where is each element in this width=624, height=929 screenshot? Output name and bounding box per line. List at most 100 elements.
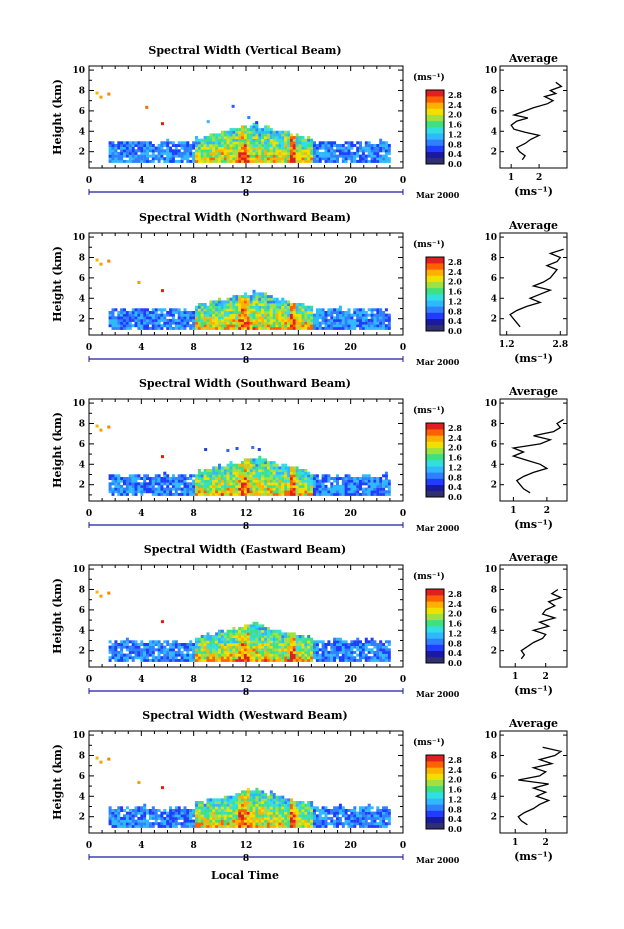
heat-cell bbox=[140, 809, 144, 812]
heat-cell bbox=[114, 650, 118, 654]
heat-cell bbox=[287, 803, 291, 807]
heat-cell bbox=[292, 469, 296, 472]
heat-cell bbox=[249, 635, 253, 638]
heat-cell bbox=[246, 803, 250, 807]
heat-cell bbox=[264, 798, 268, 802]
heat-event bbox=[137, 781, 141, 785]
heat-cell bbox=[361, 492, 365, 496]
heat-cell bbox=[131, 490, 135, 494]
heat-cell bbox=[261, 490, 265, 494]
heat-cell bbox=[123, 326, 126, 330]
heat-cell bbox=[370, 822, 374, 826]
heat-cell bbox=[292, 482, 296, 486]
heat-cell bbox=[169, 154, 173, 158]
heat-cell bbox=[212, 648, 216, 652]
heat-cell bbox=[215, 469, 219, 472]
heat-cell bbox=[195, 159, 198, 163]
colorbar-tick-label: 0.0 bbox=[448, 492, 462, 502]
heat-cell bbox=[281, 814, 285, 818]
heat-cell bbox=[382, 154, 386, 158]
heat-cell bbox=[292, 645, 296, 649]
heat-cell bbox=[249, 492, 253, 496]
heat-cell bbox=[243, 125, 247, 129]
heat-cell bbox=[315, 146, 319, 150]
heat-cell bbox=[295, 811, 299, 815]
heat-cell bbox=[186, 822, 190, 826]
heat-cell bbox=[215, 819, 219, 823]
heat-cell bbox=[232, 474, 236, 478]
heat-cell bbox=[284, 487, 288, 491]
heat-cell bbox=[255, 300, 259, 304]
heat-cell bbox=[203, 303, 207, 306]
colorbar-swatch bbox=[426, 263, 444, 270]
heat-cell bbox=[174, 482, 178, 486]
heat-cell bbox=[229, 138, 233, 142]
heat-cell bbox=[281, 303, 285, 306]
heat-cell bbox=[275, 490, 279, 494]
heat-cell bbox=[120, 816, 124, 820]
heat-cell bbox=[310, 645, 314, 649]
heat-cell bbox=[229, 466, 233, 470]
heat-cell bbox=[338, 640, 342, 644]
heat-cell bbox=[269, 144, 273, 147]
heat-cell bbox=[367, 803, 371, 807]
heat-cell bbox=[123, 658, 126, 662]
heat-cell bbox=[151, 154, 155, 158]
heat-cell bbox=[301, 806, 305, 810]
heat-cell bbox=[373, 144, 377, 147]
heat-cell bbox=[117, 154, 121, 158]
heat-cell bbox=[252, 295, 256, 299]
heat-cell bbox=[220, 305, 224, 309]
heat-cell bbox=[350, 824, 354, 828]
heat-cell bbox=[197, 656, 201, 660]
heat-cell bbox=[180, 313, 184, 317]
heat-cell bbox=[114, 819, 118, 823]
y-tick-label: 6 bbox=[79, 274, 85, 284]
heat-cell bbox=[200, 635, 204, 638]
heat-cell bbox=[284, 321, 288, 325]
heat-cell bbox=[146, 308, 149, 312]
heat-cell bbox=[255, 484, 259, 488]
heat-cell bbox=[218, 645, 221, 649]
heat-cell bbox=[258, 159, 262, 163]
colorbar-swatch bbox=[426, 626, 444, 633]
heat-cell bbox=[143, 311, 147, 314]
heat-cell bbox=[232, 814, 236, 818]
heat-cell bbox=[336, 814, 339, 818]
heat-cell bbox=[238, 492, 242, 496]
heat-cell bbox=[264, 308, 268, 312]
heat-cell bbox=[200, 487, 204, 491]
heat-cell bbox=[356, 154, 360, 158]
heat-cell bbox=[364, 316, 368, 320]
heat-cell bbox=[359, 824, 362, 828]
heat-cell bbox=[189, 326, 193, 330]
x-tick-label: 8 bbox=[191, 343, 197, 353]
heat-cell bbox=[243, 632, 247, 636]
heat-cell bbox=[146, 658, 149, 662]
heat-cell bbox=[151, 477, 155, 480]
heat-cell bbox=[347, 141, 351, 145]
heat-cell bbox=[272, 477, 276, 480]
heat-cell bbox=[275, 656, 279, 660]
heat-cell bbox=[209, 819, 213, 823]
heat-cell bbox=[195, 482, 198, 486]
heat-cell bbox=[163, 159, 167, 163]
heat-cell bbox=[347, 648, 351, 652]
heat-cell bbox=[370, 490, 374, 494]
heat-cell bbox=[301, 326, 305, 330]
heat-cell bbox=[246, 653, 250, 657]
heat-cell bbox=[387, 650, 391, 654]
heat-cell bbox=[310, 803, 314, 807]
heat-cell bbox=[249, 300, 253, 304]
heat-cell bbox=[226, 632, 230, 636]
heat-cell bbox=[359, 318, 362, 322]
heat-cell bbox=[258, 455, 262, 459]
heat-cell bbox=[134, 144, 138, 147]
heat-cell bbox=[215, 479, 219, 483]
heat-cell bbox=[215, 801, 219, 804]
heat-cell bbox=[281, 159, 285, 163]
heat-cell bbox=[200, 157, 204, 161]
heat-cell bbox=[189, 484, 193, 488]
avg-y-tick-label: 4 bbox=[491, 460, 497, 470]
